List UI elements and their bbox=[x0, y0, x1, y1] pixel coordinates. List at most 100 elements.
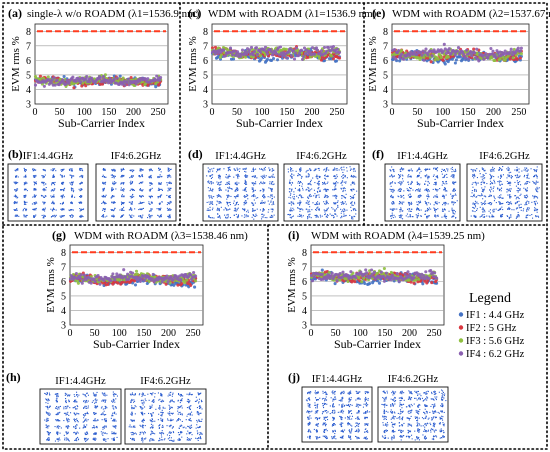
symbol-point bbox=[128, 214, 130, 216]
symbol-point bbox=[325, 171, 327, 173]
data-point bbox=[112, 77, 116, 81]
symbol-point bbox=[247, 216, 249, 218]
symbol-point bbox=[120, 183, 122, 185]
symbol-point bbox=[344, 201, 346, 203]
symbol-point bbox=[121, 194, 123, 196]
symbol-point bbox=[350, 206, 352, 208]
data-point bbox=[516, 46, 520, 50]
symbol-point bbox=[138, 183, 140, 185]
symbol-point bbox=[315, 197, 317, 199]
symbol-point bbox=[346, 170, 348, 172]
symbol-point bbox=[227, 187, 229, 189]
symbol-point bbox=[316, 174, 318, 176]
symbol-point bbox=[242, 208, 244, 210]
symbol-point bbox=[209, 171, 211, 173]
symbol-point bbox=[244, 208, 246, 210]
symbol-point bbox=[264, 166, 266, 168]
symbol-point bbox=[324, 175, 326, 177]
data-point bbox=[508, 57, 512, 61]
data-point bbox=[491, 49, 495, 53]
data-point bbox=[354, 276, 358, 280]
symbol-point bbox=[326, 167, 328, 169]
symbol-point bbox=[340, 208, 342, 210]
symbol-point bbox=[25, 188, 27, 190]
data-point bbox=[150, 277, 154, 281]
data-point bbox=[392, 48, 397, 52]
symbol-point bbox=[297, 207, 299, 209]
symbol-point bbox=[210, 203, 212, 205]
symbol-point bbox=[148, 213, 150, 215]
symbol-point bbox=[59, 174, 61, 176]
symbol-point bbox=[14, 169, 16, 171]
symbol-point bbox=[129, 190, 131, 192]
symbol-point bbox=[268, 187, 270, 189]
data-point bbox=[503, 58, 507, 62]
symbol-point bbox=[102, 188, 104, 190]
symbol-point bbox=[103, 183, 105, 185]
data-point bbox=[81, 278, 85, 283]
symbol-point bbox=[26, 190, 28, 192]
symbol-point bbox=[315, 195, 317, 197]
symbol-point bbox=[157, 196, 159, 198]
data-point bbox=[126, 77, 130, 81]
symbol-point bbox=[302, 189, 304, 191]
symbol-point bbox=[32, 208, 34, 210]
symbol-point bbox=[269, 187, 271, 189]
symbol-point bbox=[23, 176, 25, 178]
symbol-point bbox=[310, 169, 312, 171]
symbol-point bbox=[254, 182, 256, 184]
symbol-point bbox=[132, 193, 134, 195]
symbol-point bbox=[262, 181, 264, 183]
symbol-point bbox=[346, 209, 348, 211]
data-point bbox=[518, 49, 522, 53]
symbol-point bbox=[168, 202, 170, 204]
x-tick-label: 150 bbox=[101, 107, 116, 118]
symbol-point bbox=[311, 188, 313, 190]
y-tick-label: 3 bbox=[302, 321, 307, 332]
symbol-point bbox=[318, 196, 320, 198]
symbol-point bbox=[338, 169, 340, 171]
symbol-point bbox=[312, 202, 314, 204]
symbol-point bbox=[227, 201, 229, 203]
symbol-point bbox=[69, 182, 71, 184]
symbol-point bbox=[33, 175, 35, 177]
symbol-point bbox=[237, 169, 239, 171]
symbol-point bbox=[34, 215, 36, 217]
symbol-point bbox=[300, 177, 302, 179]
symbol-point bbox=[246, 183, 248, 185]
symbol-point bbox=[210, 195, 212, 197]
constellation-b: (b) IF1:4.4GHz IF4:6.2GHz bbox=[7, 147, 177, 222]
symbol-point bbox=[79, 208, 81, 210]
symbol-point bbox=[307, 175, 309, 177]
symbol-point bbox=[142, 189, 144, 191]
symbol-point bbox=[301, 185, 303, 187]
symbol-point bbox=[316, 182, 318, 184]
data-point bbox=[158, 78, 162, 82]
symbol-point bbox=[101, 215, 103, 217]
symbol-point bbox=[78, 188, 80, 190]
symbol-point bbox=[53, 188, 55, 190]
symbol-point bbox=[43, 216, 45, 218]
symbol-point bbox=[263, 194, 265, 196]
symbol-point bbox=[140, 170, 142, 172]
symbol-point bbox=[235, 203, 237, 205]
symbol-point bbox=[62, 195, 64, 197]
symbol-point bbox=[33, 209, 35, 211]
symbol-point bbox=[14, 201, 16, 203]
symbol-point bbox=[52, 207, 54, 209]
data-point bbox=[475, 47, 479, 51]
symbol-point bbox=[169, 195, 171, 197]
symbol-point bbox=[18, 215, 20, 217]
symbol-point bbox=[114, 175, 116, 177]
symbol-point bbox=[325, 175, 327, 177]
symbol-point bbox=[211, 217, 213, 219]
data-point bbox=[465, 48, 469, 52]
symbol-point bbox=[326, 200, 328, 202]
symbol-point bbox=[344, 176, 346, 178]
symbol-point bbox=[290, 217, 292, 219]
symbol-point bbox=[252, 176, 254, 178]
symbol-point bbox=[298, 215, 300, 217]
symbol-point bbox=[299, 213, 301, 215]
symbol-point bbox=[251, 216, 253, 218]
